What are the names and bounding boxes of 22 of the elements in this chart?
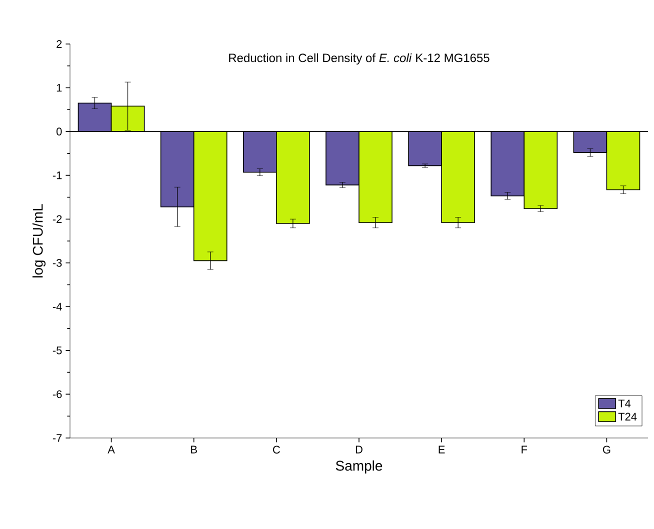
y-tick-label: -1: [52, 172, 62, 180]
x-tick-label: C: [273, 446, 280, 454]
x-tick-label: B: [191, 446, 197, 454]
x-axis-title: Sample: [336, 460, 382, 474]
legend-label: T24: [618, 412, 637, 420]
text: Reduction in Cell Density of E. coli K-12 MG1655: [229, 53, 490, 65]
legend-label: T4: [618, 400, 631, 408]
x-tick-label: D: [356, 446, 362, 454]
y-tick-label: -3: [52, 258, 62, 267]
y-tick-label: -2: [52, 215, 62, 223]
x-tick-label: E: [438, 446, 445, 454]
x-tick-label: G: [602, 446, 610, 454]
x-tick-label: F: [522, 446, 528, 454]
y-tick-label: -5: [52, 346, 62, 354]
x-tick-label: A: [108, 446, 115, 454]
y-tick-label: -7: [52, 434, 62, 442]
y-tick-label: 0: [56, 128, 62, 136]
y-axis-title: log CFU/mL: [32, 204, 46, 278]
y-tick-label: -4: [52, 302, 62, 310]
y-tick-label: 1: [56, 84, 62, 92]
y-tick-label: -6: [52, 390, 62, 398]
y-tick-label: 2: [56, 40, 62, 48]
